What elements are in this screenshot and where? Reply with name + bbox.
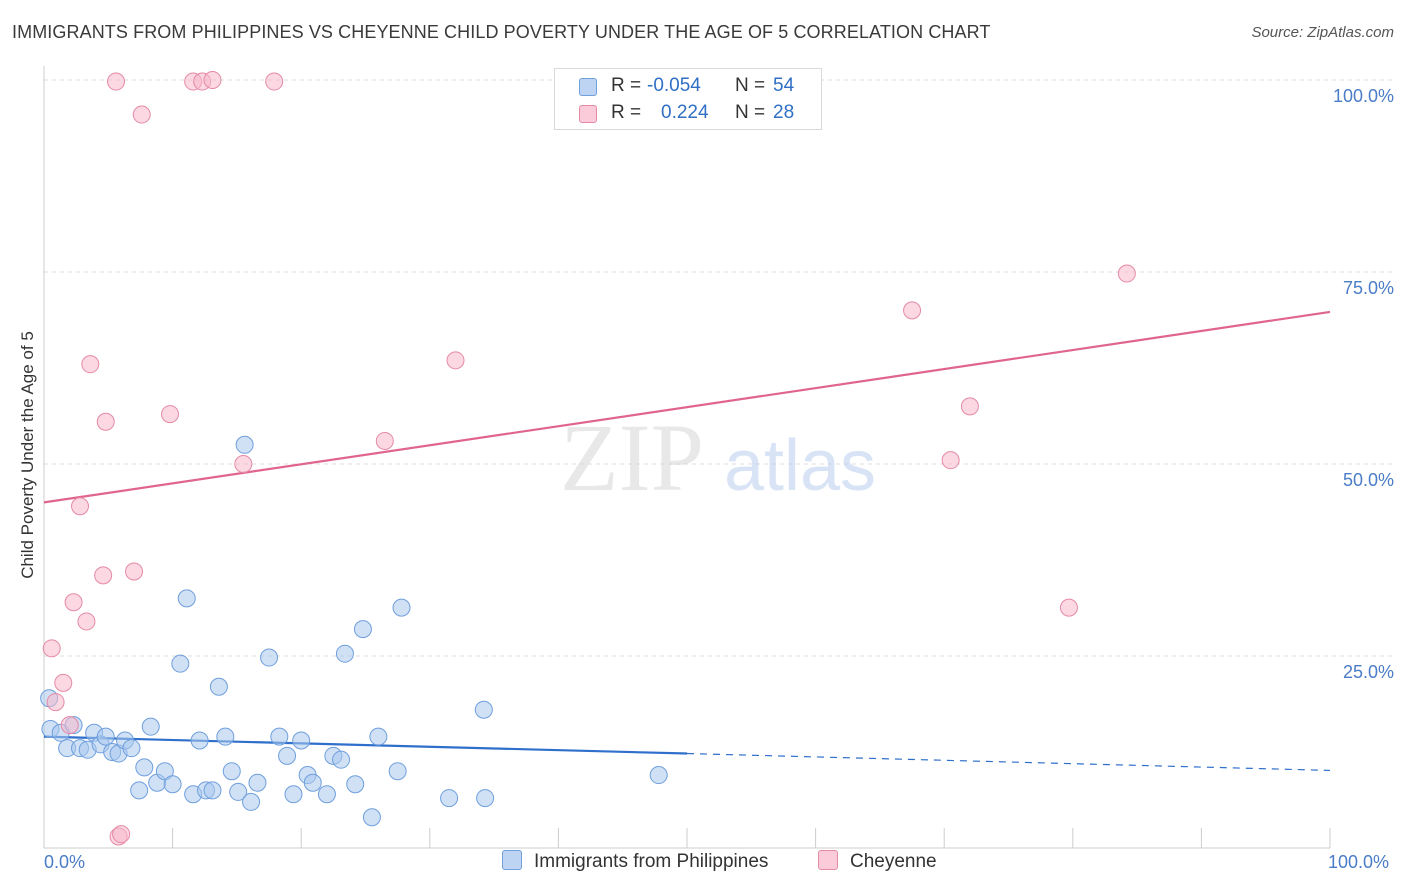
cheyenne-swatch xyxy=(579,105,597,123)
n-label: N = xyxy=(735,102,766,123)
cheyenne-point xyxy=(81,355,100,374)
y-tick-label: 25.0% xyxy=(1342,662,1394,682)
cheyenne-point xyxy=(112,825,131,844)
cheyenne-point xyxy=(1117,264,1136,283)
philippines-point xyxy=(270,727,289,746)
philippines-point xyxy=(362,808,381,827)
philippines-point xyxy=(474,700,493,719)
data-points xyxy=(40,71,1136,846)
cheyenne-point xyxy=(234,455,253,473)
y-tick-label: 100.0% xyxy=(1332,86,1394,106)
x-tick-label-max: 100.0% xyxy=(1328,852,1390,872)
r-value: 0.224 xyxy=(661,102,709,123)
philippines-point xyxy=(476,789,495,808)
cheyenne-point xyxy=(125,562,144,581)
philippines-point xyxy=(216,727,235,746)
trend-lines xyxy=(43,310,1331,772)
cheyenne-point xyxy=(941,451,960,470)
grid-lines xyxy=(44,79,1392,657)
philippines-point xyxy=(353,620,372,639)
cheyenne-point xyxy=(960,397,979,416)
philippines-point xyxy=(369,727,388,746)
philippines-point xyxy=(440,789,459,808)
y-tick-label: 75.0% xyxy=(1342,278,1394,298)
philippines-point xyxy=(649,766,668,785)
x-tick-label-min: 0.0% xyxy=(44,852,86,872)
cheyenne-legend-swatch xyxy=(818,850,838,870)
cheyenne-trend-line xyxy=(43,310,1331,504)
cheyenne-point xyxy=(375,431,394,450)
philippines-point xyxy=(122,739,141,758)
philippines-point xyxy=(135,758,154,777)
philippines-point xyxy=(260,648,279,667)
philippines-point xyxy=(292,731,311,750)
philippines-point xyxy=(209,677,228,696)
r-value: -0.054 xyxy=(647,75,701,96)
n-value: 54 xyxy=(773,75,795,96)
philippines-point xyxy=(141,717,160,736)
philippines-point xyxy=(284,785,303,804)
cheyenne-point xyxy=(446,351,465,370)
philippines-point xyxy=(317,785,336,804)
philippines-point xyxy=(242,792,261,811)
philippines-point xyxy=(235,435,254,454)
watermark: ZIP atlas xyxy=(560,404,876,511)
philippines-point xyxy=(346,775,365,794)
legend-item-philippines: Immigrants from Philippines xyxy=(502,850,768,873)
philippines-point xyxy=(163,775,182,794)
cheyenne-point xyxy=(54,673,73,692)
legend-label-cheyenne: Cheyenne xyxy=(850,851,937,872)
cheyenne-point xyxy=(903,301,922,320)
philippines-point xyxy=(130,781,149,800)
source-label: Source: ZipAtlas.com xyxy=(1251,24,1394,41)
cheyenne-point xyxy=(203,71,222,89)
cheyenne-point xyxy=(42,639,61,658)
philippines-point xyxy=(303,773,322,792)
y-tick-label: 50.0% xyxy=(1342,470,1394,490)
philippines-legend-swatch xyxy=(502,850,522,870)
cheyenne-point xyxy=(64,593,83,612)
y-axis-label: Child Poverty Under the Age of 5 xyxy=(18,331,37,579)
philippines-point xyxy=(203,781,222,800)
philippines-point xyxy=(248,773,267,792)
philippines-trend-line xyxy=(43,735,688,755)
watermark-zip: ZIP xyxy=(560,404,704,511)
cheyenne-point xyxy=(71,497,90,516)
cheyenne-point xyxy=(132,105,151,124)
cheyenne-point xyxy=(77,612,96,631)
cheyenne-point xyxy=(107,72,126,91)
philippines-point xyxy=(335,644,354,663)
stats-legend: R = -0.054 N = 54 R = 0.224 N = 28 xyxy=(554,68,822,130)
cheyenne-point xyxy=(161,405,180,424)
r-label: R = xyxy=(611,102,642,123)
watermark-atlas: atlas xyxy=(724,426,876,506)
n-value: 28 xyxy=(773,102,795,123)
cheyenne-point xyxy=(46,693,65,712)
philippines-point xyxy=(222,762,241,781)
philippines-point xyxy=(278,746,297,765)
r-label: R = xyxy=(611,75,642,96)
philippines-swatch xyxy=(579,78,597,96)
philippines-point xyxy=(96,727,115,746)
philippines-point xyxy=(332,750,351,769)
philippines-point xyxy=(392,598,411,617)
cheyenne-point xyxy=(265,72,284,91)
philippines-trend-extension xyxy=(686,752,1331,772)
cheyenne-point xyxy=(94,566,113,585)
philippines-point xyxy=(229,782,248,801)
cheyenne-point xyxy=(96,412,115,431)
philippines-point xyxy=(388,762,407,781)
philippines-point xyxy=(171,654,190,673)
cheyenne-point xyxy=(1059,598,1078,617)
philippines-point xyxy=(177,589,196,608)
legend-item-cheyenne: Cheyenne xyxy=(818,850,937,873)
n-label: N = xyxy=(735,75,766,96)
axes xyxy=(43,66,1331,849)
legend-label-philippines: Immigrants from Philippines xyxy=(534,851,769,872)
cheyenne-point xyxy=(60,716,79,735)
chart-title: IMMIGRANTS FROM PHILIPPINES VS CHEYENNE … xyxy=(12,22,991,42)
philippines-point xyxy=(190,731,209,750)
